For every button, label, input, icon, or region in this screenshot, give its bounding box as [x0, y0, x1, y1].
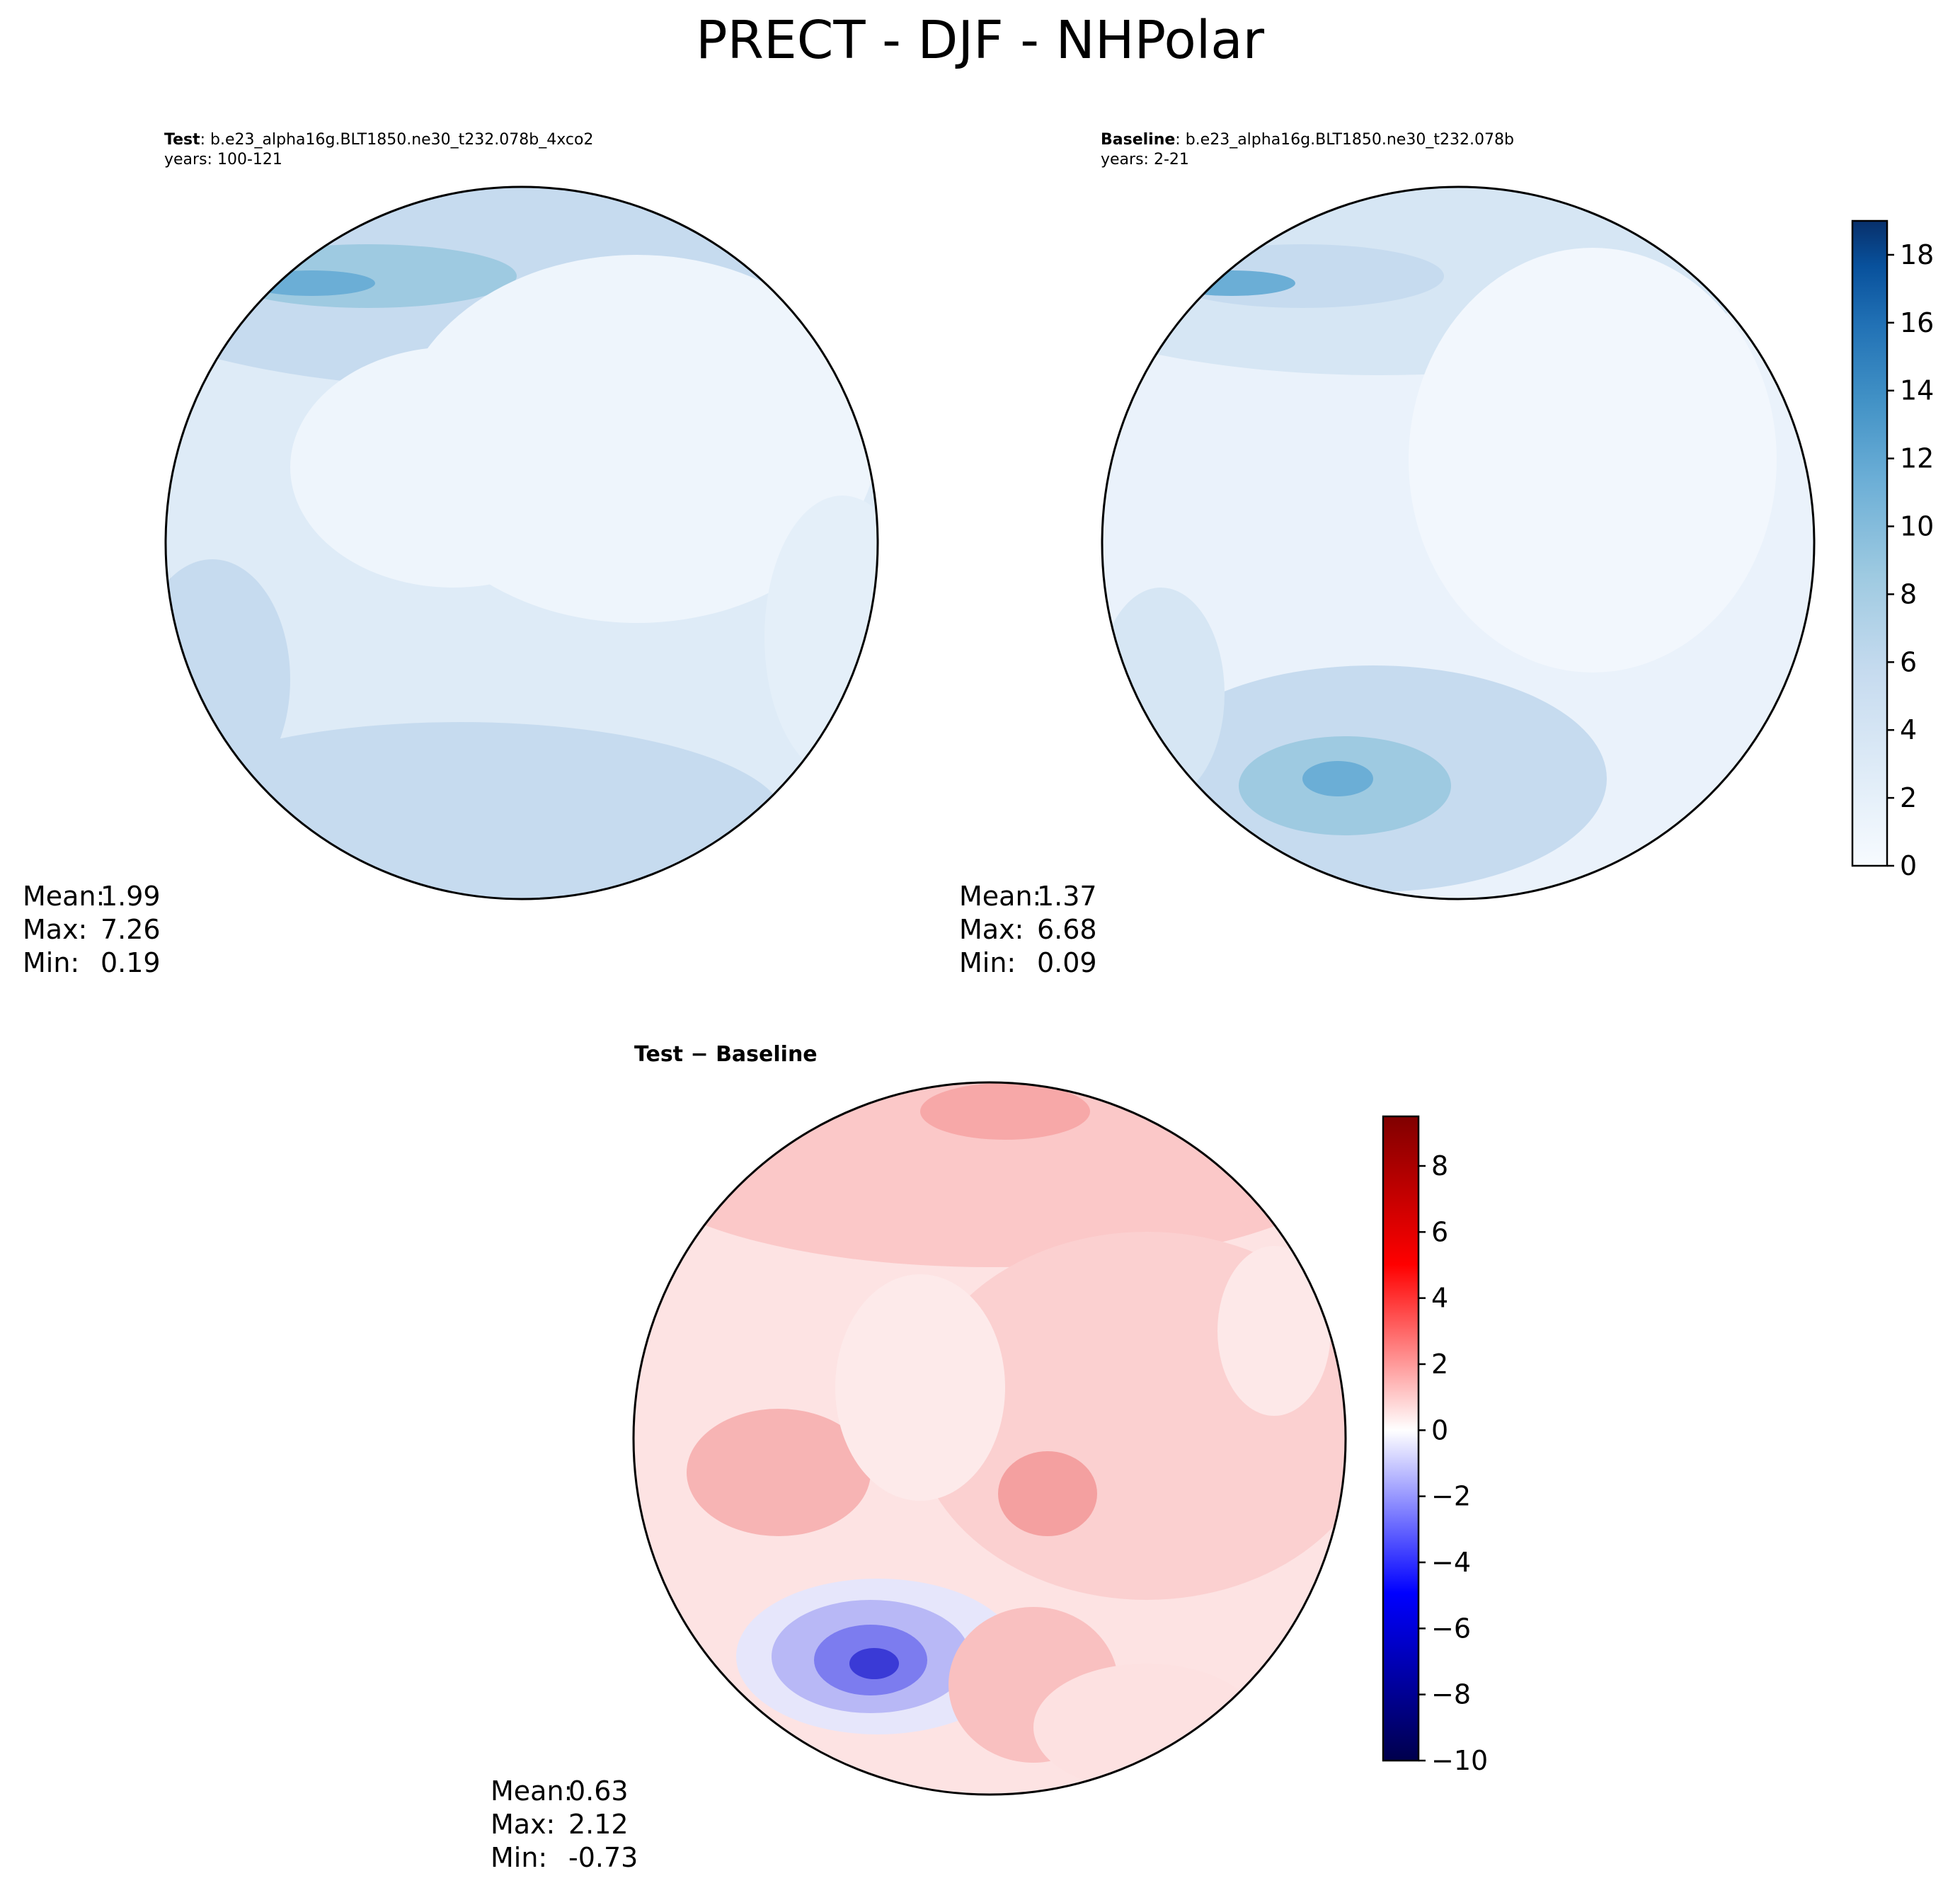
diff-title-test: Test — [634, 1042, 684, 1067]
diff-colorbar-tick-label: −4 — [1431, 1547, 1471, 1578]
diff-colorbar-tick-label: −2 — [1431, 1481, 1471, 1512]
blues-colorbar-tick-label: 14 — [1900, 375, 1934, 406]
diff-mean-value: 0.63 — [568, 1775, 629, 1807]
diff-colorbar-tick-label: −8 — [1431, 1679, 1471, 1710]
diff-map — [632, 1081, 1347, 1796]
baseline-min-value: 0.09 — [1037, 947, 1097, 978]
diff-title-sep: − — [683, 1042, 716, 1067]
diff-colorbar-tick-label: 4 — [1431, 1283, 1448, 1314]
baseline-stats: Mean:1.37 Max: 6.68 Min: 0.09 — [959, 880, 1097, 980]
blues-colorbar-tick-label: 10 — [1900, 511, 1934, 542]
test-case-name: : b.e23_alpha16g.BLT1850.ne30_t232.078b_… — [200, 131, 594, 149]
diff-colorbar-tick-label: 2 — [1431, 1349, 1448, 1380]
baseline-max-value: 6.68 — [1037, 914, 1097, 945]
test-min-value: 0.19 — [101, 947, 161, 978]
test-max-value: 7.26 — [101, 914, 161, 945]
figure-title: PRECT - DJF - NHPolar — [695, 10, 1265, 71]
diff-colorbar-tick-label: 0 — [1431, 1414, 1448, 1446]
blues-colorbar-tick-label: 0 — [1900, 850, 1917, 881]
diff-colorbar-tick-label: 6 — [1431, 1216, 1448, 1247]
blues-colorbar-tick-label: 18 — [1900, 239, 1934, 270]
baseline-years: years: 2-21 — [1101, 151, 1189, 168]
test-min-label: Min: — [23, 947, 80, 978]
test-map — [164, 185, 879, 900]
test-label: Test — [164, 131, 200, 149]
baseline-mean-label: Mean: — [959, 881, 1042, 912]
test-caption: Test: b.e23_alpha16g.BLT1850.ne30_t232.0… — [164, 130, 593, 170]
diff-colorbar-fill — [1382, 1115, 1420, 1762]
diff-title: Test − Baseline — [634, 1042, 818, 1067]
baseline-map — [1101, 185, 1816, 900]
diff-colorbar: −10 −8 −6 −4 −2 0 2 4 6 8 — [1382, 1115, 1488, 1776]
blues-colorbar-tick-label: 4 — [1900, 714, 1917, 745]
diff-title-baseline: Baseline — [716, 1042, 818, 1067]
baseline-label: Baseline — [1101, 131, 1176, 149]
test-max-label: Max: — [23, 914, 88, 945]
diff-min-label: Min: — [491, 1842, 548, 1873]
diff-stats: Mean:0.63 Max: 2.12 Min: -0.73 — [491, 1775, 638, 1875]
diff-colorbar-tick-label: −6 — [1431, 1613, 1471, 1644]
blues-colorbar-tick-label: 8 — [1900, 578, 1917, 610]
blues-colorbar-tick-label: 2 — [1900, 782, 1917, 813]
diff-min-value: -0.73 — [568, 1842, 638, 1873]
diff-colorbar-tick-label: −10 — [1431, 1745, 1488, 1776]
baseline-min-label: Min: — [959, 947, 1016, 978]
test-mean-value: 1.99 — [101, 881, 161, 912]
blues-colorbar-tick-label: 16 — [1900, 307, 1934, 338]
test-stats: Mean:1.99 Max: 7.26 Min: 0.19 — [23, 880, 161, 980]
blues-colorbar-fill — [1851, 219, 1889, 867]
diff-mean-label: Mean: — [491, 1775, 573, 1807]
diff-colorbar-tick-label: 8 — [1431, 1150, 1448, 1182]
baseline-caption: Baseline: b.e23_alpha16g.BLT1850.ne30_t2… — [1101, 130, 1514, 170]
diff-max-label: Max: — [491, 1809, 556, 1840]
baseline-mean-value: 1.37 — [1037, 881, 1097, 912]
blues-colorbar-tick-label: 6 — [1900, 646, 1917, 677]
test-years: years: 100-121 — [164, 151, 282, 168]
baseline-max-label: Max: — [959, 914, 1024, 945]
test-mean-label: Mean: — [23, 881, 105, 912]
blues-colorbar: 0 2 4 6 8 10 12 14 16 18 — [1851, 219, 1934, 881]
baseline-case-name: : b.e23_alpha16g.BLT1850.ne30_t232.078b — [1175, 131, 1514, 149]
blues-colorbar-tick-label: 12 — [1900, 443, 1934, 474]
diff-max-value: 2.12 — [568, 1809, 629, 1840]
